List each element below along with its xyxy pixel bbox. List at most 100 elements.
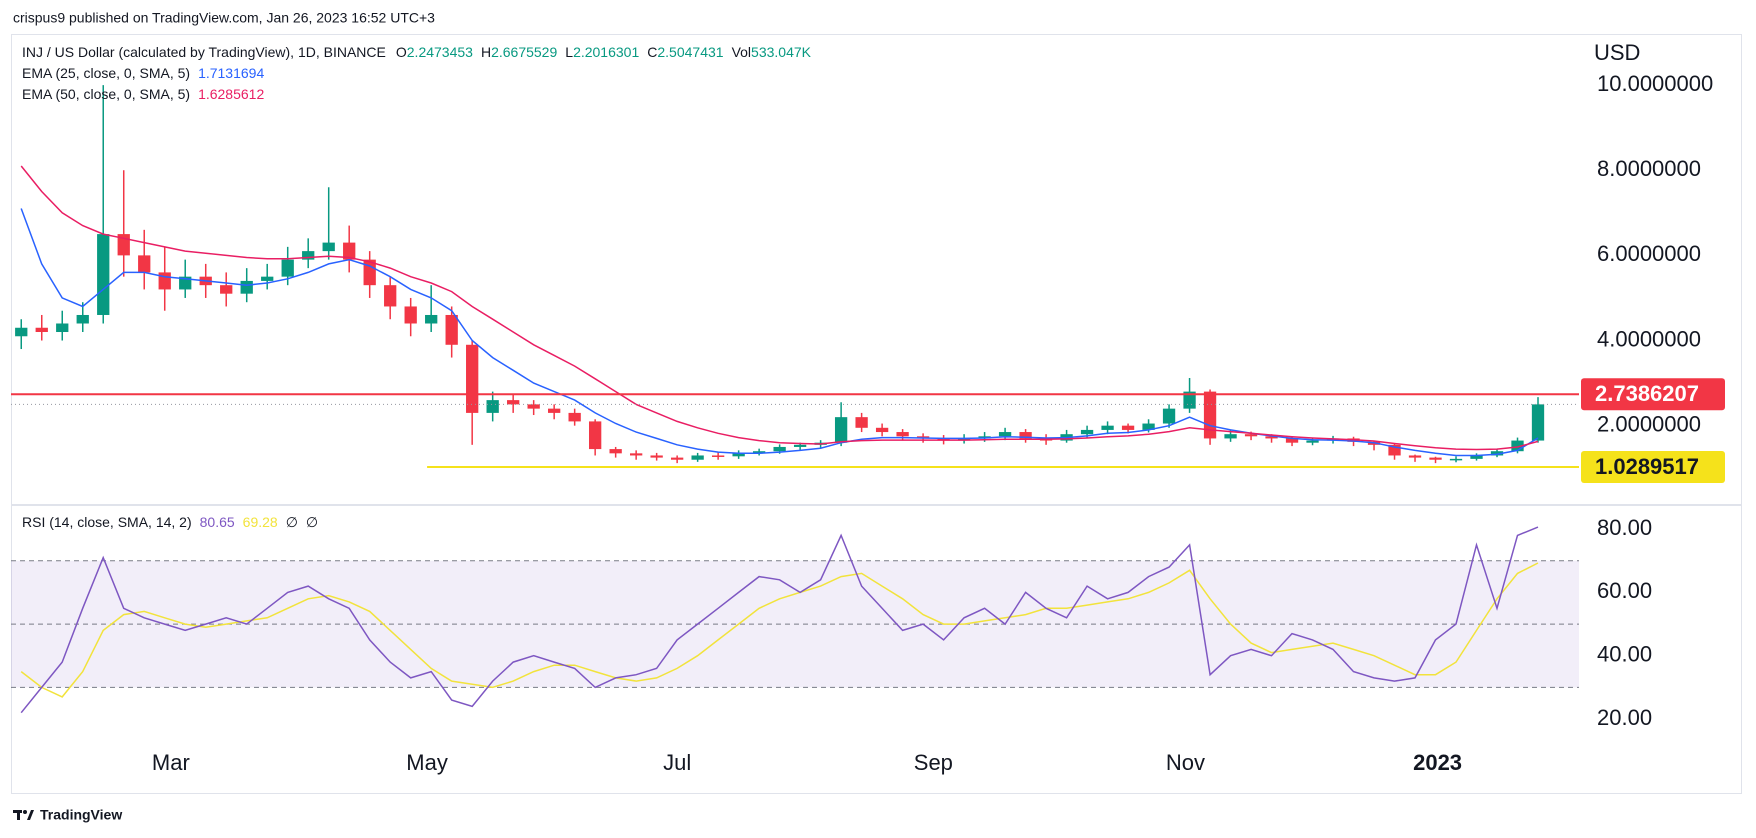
candle-body <box>76 314 89 324</box>
legend-name: EMA (25, close, 0, SMA, 5) <box>22 65 190 81</box>
ema-line <box>20 208 1539 457</box>
candle-body <box>855 417 868 428</box>
candle-body <box>15 327 28 337</box>
y-tick-label: 6.0000000 <box>1597 241 1701 266</box>
candle-body <box>1142 423 1155 430</box>
candle-body <box>1470 455 1483 459</box>
legend-row: RSI (14, close, SMA, 14, 2) 80.65 69.28 ∅ ∅ <box>22 514 318 530</box>
ohlc-key: L <box>565 44 573 60</box>
legend-row: EMA (50, close, 0, SMA, 5) 1.6285612 <box>22 86 264 102</box>
legend-value: 1.6285612 <box>198 86 264 102</box>
ohlc-value: 2.6675529 <box>491 44 557 60</box>
candle-body <box>1203 391 1217 439</box>
candle-body <box>1265 436 1278 439</box>
candle-body <box>1183 391 1196 409</box>
legend-value: 69.28 <box>243 514 278 530</box>
candle-body <box>896 432 909 437</box>
candle-body <box>404 306 417 324</box>
candle-body <box>240 280 253 294</box>
candle-body <box>322 242 335 252</box>
x-tick-label: May <box>406 750 448 775</box>
candle-body <box>1285 438 1299 443</box>
candle-body <box>1490 451 1504 456</box>
candle-body <box>589 421 602 450</box>
candle-body <box>1019 432 1032 439</box>
candle-body <box>1429 457 1442 460</box>
candle-body <box>1224 434 1237 439</box>
candle-body <box>732 453 745 457</box>
legend-row: EMA (25, close, 0, SMA, 5) 1.7131694 <box>22 65 264 81</box>
candle-body <box>1101 425 1114 430</box>
ohlc-key: O <box>396 44 407 60</box>
x-tick-label: Mar <box>152 750 190 775</box>
footer-brand: TradingView <box>40 807 122 823</box>
axis-title: USD <box>1594 40 1640 65</box>
y-tick-label: 4.0000000 <box>1597 326 1701 351</box>
price-plot <box>15 85 1545 464</box>
candle-body <box>1306 440 1319 443</box>
ohlc-value: 533.047K <box>751 44 812 60</box>
candle-body <box>1121 425 1135 430</box>
x-tick-label: Sep <box>914 750 953 775</box>
ohlc-key: C <box>647 44 657 60</box>
candle-body <box>752 451 766 454</box>
candle-body <box>711 455 725 457</box>
y-tick-label: 60.00 <box>1597 578 1652 603</box>
candle-body <box>1449 458 1463 461</box>
price-label-box <box>1581 451 1725 484</box>
chart-frame <box>11 34 1742 794</box>
published-note: crispus9 published on TradingView.com, J… <box>13 10 435 26</box>
candle-body <box>998 432 1012 437</box>
legend-row: INJ / US Dollar (calculated by TradingVi… <box>22 44 812 60</box>
x-tick-label: Nov <box>1166 750 1205 775</box>
candle-body <box>834 417 848 443</box>
candle-body <box>793 444 807 447</box>
candle-body <box>691 455 704 460</box>
candle-body <box>875 427 889 433</box>
footer-logo <box>13 810 34 820</box>
candle-body <box>1408 455 1422 458</box>
ohlc-key: H <box>481 44 491 60</box>
candle-body <box>670 457 684 460</box>
rsi-plot <box>11 526 1579 714</box>
rsi-line <box>20 562 1539 698</box>
candle-body <box>1162 408 1176 424</box>
candle-body <box>466 344 479 413</box>
legend-extra: ∅ <box>286 514 298 530</box>
candle-body <box>363 259 376 286</box>
y-tick-label: 20.00 <box>1597 705 1652 730</box>
candle-body <box>609 449 622 454</box>
candle-body <box>568 412 581 422</box>
candle-body <box>158 272 171 290</box>
ohlc-value: 2.2473453 <box>407 44 473 60</box>
candle-body <box>630 453 643 456</box>
candle-body <box>527 404 540 409</box>
candle-body <box>445 314 458 345</box>
candle-body <box>1511 440 1524 452</box>
price-label: 1.0289517 <box>1595 454 1699 479</box>
legend-extra: ∅ <box>306 514 318 530</box>
y-tick-label: 10.0000000 <box>1597 71 1713 96</box>
candle-body <box>138 255 151 273</box>
candle-body <box>425 314 438 324</box>
candle-body <box>97 234 110 315</box>
y-tick-label: 2.0000000 <box>1597 411 1701 436</box>
legend-value: 80.65 <box>200 514 235 530</box>
x-tick-label: Jul <box>663 750 691 775</box>
legend-name: EMA (50, close, 0, SMA, 5) <box>22 86 190 102</box>
legend-title: RSI (14, close, SMA, 14, 2) <box>22 514 192 530</box>
price-label: 2.7386207 <box>1595 381 1699 406</box>
candle-body <box>343 242 356 260</box>
candle-body <box>650 455 663 458</box>
ema-line <box>20 165 1539 451</box>
candle-body <box>261 276 274 281</box>
candle-body <box>56 323 69 333</box>
price-label-box <box>1581 378 1725 411</box>
y-tick-label: 8.0000000 <box>1597 156 1701 181</box>
candle-body <box>302 251 315 260</box>
candle-body <box>220 285 233 294</box>
candle-body <box>384 285 397 307</box>
candle-body <box>1531 404 1545 441</box>
